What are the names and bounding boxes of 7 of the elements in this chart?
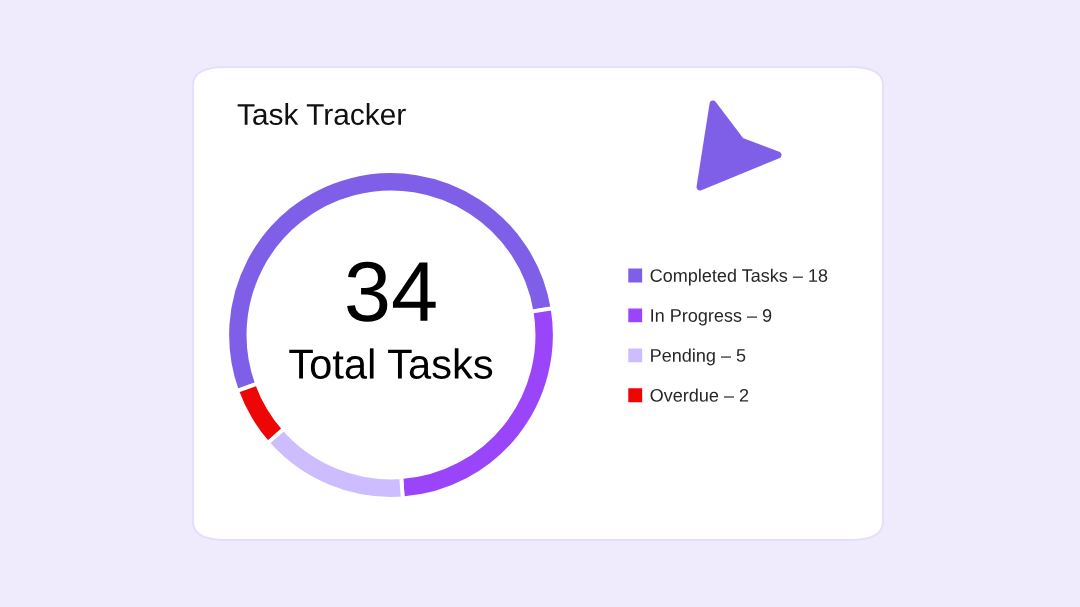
text: 34 [347, 261, 436, 322]
text: Total Tasks [289, 348, 493, 379]
legend-label: In Progress – 9 [651, 309, 772, 326]
legend-label: Pending – 5 [651, 348, 746, 366]
legend-label: Overdue – 2 [650, 388, 749, 402]
legend-label: Completed Tasks – 18 [650, 268, 828, 286]
chart-title: Task Tracker [237, 103, 406, 126]
